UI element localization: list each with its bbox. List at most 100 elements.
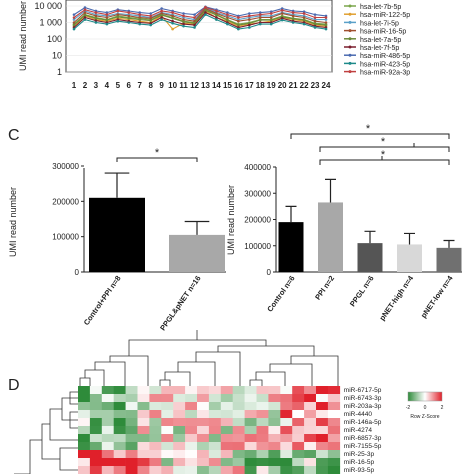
series-point [313,19,317,23]
x-tick-label: 10 [168,81,177,90]
heatmap-cell [161,458,174,467]
heatmap-cell [101,386,114,395]
heatmap-cell [256,394,269,403]
heatmap-cell [256,426,269,435]
heatmap-cell [125,450,138,459]
heatmap-cell [304,418,317,427]
heatmap-cell [125,426,138,435]
series-point [269,22,273,26]
series-point [160,18,163,21]
series-point [83,11,87,14]
heatmap-cell [161,386,174,395]
heatmap-cell [208,402,222,411]
heatmap-cell [173,442,186,451]
series-point [149,23,152,27]
series-point [204,5,207,9]
heatmap-cell [161,450,174,459]
error-bar [443,239,455,248]
x-tick-label: 6 [127,81,132,90]
heatmap-cell [256,418,269,427]
heatmap-cell [89,458,103,467]
heatmap-cell [268,410,281,419]
heatmap-cell [232,402,245,411]
heatmap-cell [185,394,198,403]
heatmap-cell [185,450,198,459]
series-point [291,14,295,18]
legend-marker [348,53,352,57]
heatmap-cell [244,450,257,459]
series-point [83,8,87,11]
heatmap-cell [78,466,91,474]
heatmap-cell [256,466,269,474]
heatmap-cell [208,458,222,467]
heatmap-cell [256,410,269,419]
series-point [171,14,174,18]
left-sig-bracket [116,157,198,162]
heatmap-cell [208,426,222,435]
heatmap-cell [125,434,138,443]
series-point [313,26,317,29]
series-line [73,13,327,30]
series-point [302,12,306,15]
heatmap-cell [316,450,329,459]
heatmap-cell [78,394,91,403]
heatmap-cell [78,426,91,435]
x-tick-label: 17 [245,81,254,90]
heatmap-cell [316,410,329,419]
series-point [127,14,131,18]
legend-marker [348,61,352,65]
series-line [73,11,327,29]
series-point [248,21,251,25]
y-tick-label: 1 [57,67,62,77]
heatmap-cell [232,426,245,435]
heatmap-cell [78,442,91,451]
heatmap-cell [292,386,305,395]
heatmap-cell [197,458,210,467]
heatmap-cell [161,466,174,474]
x-tick-label: 20 [278,81,287,90]
heatmap-cell [137,418,150,427]
heatmap-cell [137,466,150,474]
y-tick-label: 300000 [52,162,79,171]
series-point [171,19,174,23]
heatmap-cell [244,418,257,427]
heatmap-cell [232,410,245,419]
y-tick-label: 300000 [244,189,271,198]
heatmap-cell [125,442,138,451]
legend-label: hsa-miR-423-5p [360,61,410,68]
series-point [302,18,306,22]
heatmap-cell [185,434,198,443]
heatmap-cell [244,410,257,419]
right-sig-star-2: * [381,136,386,148]
heatmap-cell [316,442,329,451]
x-tick-label: 16 [234,81,243,90]
series-point [72,27,76,31]
heatmap-cell [208,386,222,395]
series-point [291,11,295,14]
heatmap-row-label: miR-7155-5p [344,443,382,450]
heatmap-cell [280,426,293,435]
heatmap-cell [327,410,341,419]
series-point [302,10,306,14]
heatmap-cell [125,386,138,395]
heatmap-cell [113,450,126,459]
heatmap-cell [149,450,162,459]
x-tick-label: 13 [201,81,210,90]
series-line [73,9,327,26]
heatmap-cell [316,466,329,474]
series-point [160,7,163,10]
heatmap-cell [113,386,126,395]
series-point [237,16,240,19]
heatmap-cell [137,450,150,459]
series-point [149,21,152,25]
heatmap-cell [268,402,281,411]
bar-chart-left: 0 100000 200000 300000 Control+PPI n=8 PPGL&… [8,147,226,332]
zscore-tick: 2 [441,405,444,411]
series-point [215,18,218,21]
heatmap-cell [161,426,174,435]
x-tick-label: 21 [289,81,298,90]
heatmap-cell [125,410,138,419]
series-line [73,6,327,17]
heatmap-cell [268,458,281,467]
